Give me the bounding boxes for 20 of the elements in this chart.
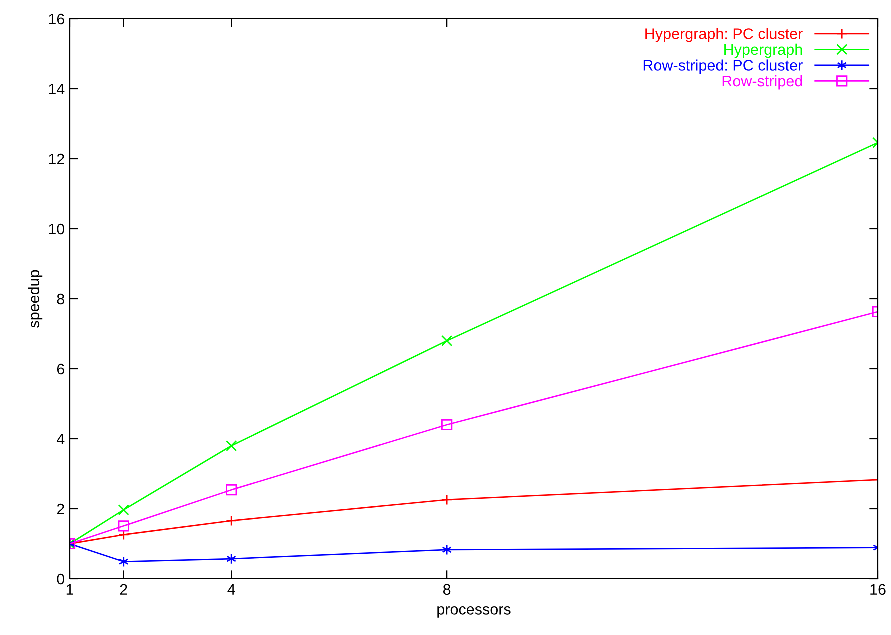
legend-label: Row-striped: PC cluster	[644, 60, 803, 74]
y-tick-label: 2	[57, 504, 64, 515]
y-tick-label: 16	[49, 14, 64, 25]
y-tick-label: 0	[57, 574, 65, 585]
x-tick-label: 4	[228, 584, 236, 595]
y-tick-label: 14	[49, 84, 65, 95]
y-tick-label: 8	[57, 294, 64, 305]
x-tick-label: 16	[870, 584, 886, 596]
y-tick-label: 12	[49, 154, 64, 165]
legend-label: Row-striped	[722, 75, 802, 90]
y-axis-title: speedup	[28, 270, 43, 328]
x-axis-title: processors	[438, 606, 511, 618]
legend-label: Hypergraph: PC cluster	[646, 28, 803, 42]
y-tick-label: 4	[56, 434, 65, 445]
x-tick-label: 8	[443, 584, 451, 596]
y-tick-label: 6	[57, 364, 64, 375]
x-tick-label: 2	[120, 584, 128, 595]
legend-label: Hypergraph	[724, 44, 802, 58]
x-tick-label: 1	[66, 584, 74, 595]
y-tick-label: 10	[49, 224, 65, 235]
